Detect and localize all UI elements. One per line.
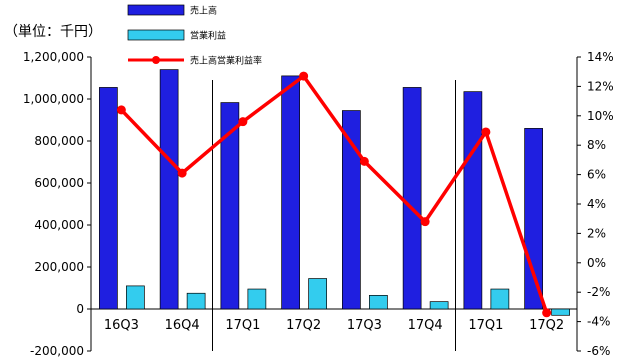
bar-operating-profit <box>429 301 449 310</box>
category-label: 17Q3 <box>347 318 382 333</box>
category-label: 17Q1 <box>225 318 260 333</box>
left-axis-tick-label: 200,000 <box>34 260 84 274</box>
bar-operating-profit <box>126 285 145 310</box>
margin-point <box>420 217 430 227</box>
right-axis-tick-label: 12% <box>587 79 614 93</box>
margin-point <box>116 105 126 115</box>
legend-swatch <box>127 29 185 41</box>
category-label: 17Q2 <box>529 318 564 333</box>
right-axis-tick-label: -2% <box>587 285 610 299</box>
unit-label: （単位：千円） <box>4 24 102 40</box>
bar-sales <box>342 110 361 310</box>
bar-operating-profit <box>308 278 327 310</box>
category-label: 16Q3 <box>104 318 139 333</box>
margin-point <box>177 168 187 178</box>
bar-sales <box>463 91 483 310</box>
bar-operating-profit <box>186 292 206 310</box>
bar-sales <box>524 128 543 310</box>
bar-operating-profit <box>551 308 570 316</box>
margin-point <box>359 156 369 166</box>
bar-operating-profit <box>490 288 510 310</box>
category-label: 16Q4 <box>165 318 200 333</box>
right-axis-tick-label: 4% <box>587 197 606 211</box>
bar-sales <box>281 75 300 310</box>
legend-swatch <box>127 4 185 16</box>
left-axis-tick-label: -200,000 <box>30 344 84 357</box>
category-label: 17Q4 <box>408 318 443 333</box>
left-axis-tick-label: 1,200,000 <box>23 50 84 64</box>
right-axis-tick-label: 10% <box>587 109 614 123</box>
margin-point <box>481 127 491 137</box>
legend-label: 売上高営業利益率 <box>190 55 262 67</box>
margin-point <box>299 71 309 81</box>
right-axis-tick-label: 2% <box>587 226 606 240</box>
margin-point <box>238 117 248 127</box>
margin-line <box>120 74 549 314</box>
bar-sales <box>220 102 240 310</box>
category-label: 17Q2 <box>286 318 321 333</box>
right-axis-tick-label: 0% <box>587 256 606 270</box>
margin-point <box>542 308 552 318</box>
legend-label: 営業利益 <box>190 30 226 42</box>
legend-swatch-marker <box>152 56 160 64</box>
right-axis-tick-label: 14% <box>587 50 614 64</box>
bar-operating-profit <box>369 295 388 310</box>
right-axis-tick-label: -4% <box>587 315 610 329</box>
right-axis-tick-label: -6% <box>587 344 610 357</box>
bar-sales <box>99 87 118 310</box>
plot-area: -200,000 0 200,000 400,000 600,000 800,000 1,0… <box>23 50 614 357</box>
category-label: 17Q1 <box>468 318 503 333</box>
left-axis-tick-label: 1,000,000 <box>23 92 84 106</box>
bar-sales <box>402 87 422 310</box>
left-axis-tick-label: 800,000 <box>34 134 84 148</box>
bar-operating-profit <box>247 288 267 310</box>
left-axis-tick-label: 0 <box>76 302 84 316</box>
legend-label: 売上高 <box>190 5 217 17</box>
right-axis-tick-label: 8% <box>587 138 606 152</box>
left-axis-tick-label: 400,000 <box>34 218 84 232</box>
bar-sales <box>159 69 179 310</box>
left-axis-tick-label: 600,000 <box>34 176 84 190</box>
right-axis-tick-label: 6% <box>587 168 606 182</box>
